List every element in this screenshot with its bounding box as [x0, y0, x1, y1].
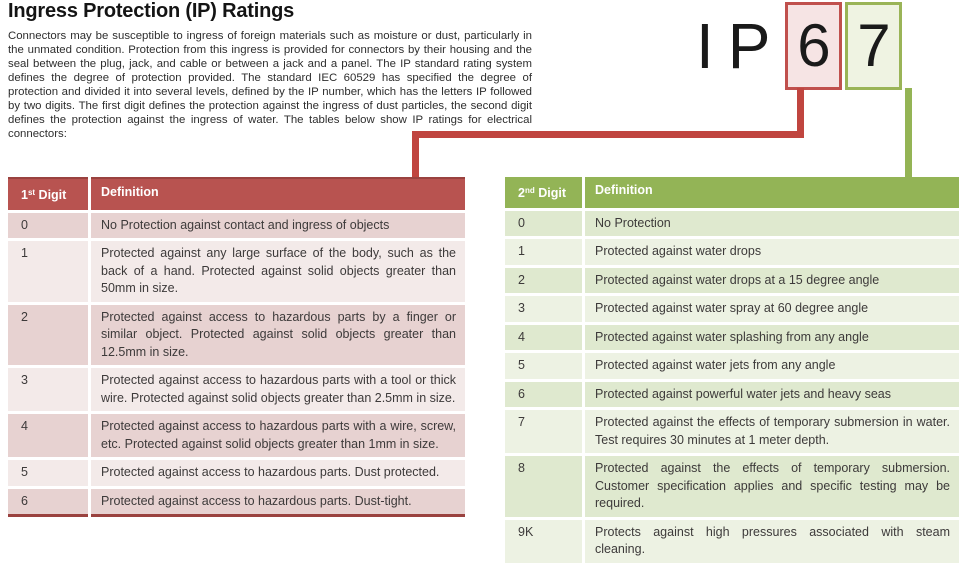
definition-cell: No Protection: [585, 210, 959, 236]
definition-cell: Protected against access to hazardous pa…: [91, 488, 465, 517]
table-header-row: 1st Digit Definition: [8, 177, 465, 210]
table-row: 0 No Protection against contact and ingr…: [8, 212, 465, 238]
table-header-row: 2nd Digit Definition: [505, 177, 959, 208]
digit-cell: 6: [8, 488, 88, 517]
table-row: 6 Protected against powerful water jets …: [505, 381, 959, 407]
ip-letter-i: I: [696, 10, 714, 82]
digit-cell: 2: [505, 267, 582, 293]
table-row: 0 No Protection: [505, 210, 959, 236]
definition-cell: Protected against the effects of tempora…: [585, 410, 959, 453]
first-digit-connector-segment-down: [797, 88, 804, 138]
first-digit-connector-segment-to-table: [412, 131, 419, 177]
digit-cell: 0: [8, 212, 88, 238]
digit-cell: 3: [505, 296, 582, 322]
digit-cell: 3: [8, 368, 88, 411]
ip-code-graphic: I P 6 7: [696, 2, 903, 90]
definition-column-header: Definition: [91, 177, 465, 210]
digit-cell: 9K: [505, 519, 582, 563]
definition-cell: Protected against water spray at 60 degr…: [585, 296, 959, 322]
definition-cell: Protected against access to hazardous pa…: [91, 368, 465, 411]
first-digit-value: 6: [797, 12, 831, 79]
table-row: 1 Protected against any large surface of…: [8, 241, 465, 302]
table-row: 2 Protected against water drops at a 15 …: [505, 267, 959, 293]
digit-cell: 8: [505, 456, 582, 517]
first-digit-table: 1st Digit Definition 0 No Protection aga…: [5, 174, 468, 520]
definition-cell: Protects against high pressures associat…: [585, 519, 959, 563]
definition-cell: Protected against access to hazardous pa…: [91, 460, 465, 486]
first-digit-box: 6: [785, 2, 843, 90]
definition-cell: No Protection against contact and ingres…: [91, 212, 465, 238]
intro-paragraph: Connectors may be susceptible to ingress…: [8, 30, 532, 140]
digit-cell: 4: [8, 414, 88, 457]
table-row: 3 Protected against access to hazardous …: [8, 368, 465, 411]
table-row: 7 Protected against the effects of tempo…: [505, 410, 959, 453]
digit-cell: 1: [505, 239, 582, 265]
ip-letter-p: P: [727, 10, 771, 82]
table-row: 8 Protected against the effects of tempo…: [505, 456, 959, 517]
definition-cell: Protected against water splashing from a…: [585, 324, 959, 350]
definition-cell: Protected against water drops at a 15 de…: [585, 267, 959, 293]
digit-cell: 6: [505, 381, 582, 407]
definition-cell: Protected against access to hazardous pa…: [91, 414, 465, 457]
digit-cell: 5: [8, 460, 88, 486]
digit-cell: 1: [8, 241, 88, 302]
table-row: 4 Protected against access to hazardous …: [8, 414, 465, 457]
definition-cell: Protected against access to hazardous pa…: [91, 304, 465, 365]
definition-column-header: Definition: [585, 177, 959, 208]
first-digit-table-body: 0 No Protection against contact and ingr…: [8, 212, 465, 517]
definition-cell: Protected against water drops: [585, 239, 959, 265]
ordinal-superscript: st: [27, 188, 36, 197]
definition-cell: Protected against any large surface of t…: [91, 241, 465, 302]
second-digit-table: 2nd Digit Definition 0 No Protection 1 P…: [502, 174, 962, 566]
page-title: Ingress Protection (IP) Ratings: [8, 0, 295, 22]
table-row: 3 Protected against water spray at 60 de…: [505, 296, 959, 322]
digit-cell: 7: [505, 410, 582, 453]
digit-column-header: 2nd Digit: [505, 177, 582, 208]
table-row: 4 Protected against water splashing from…: [505, 324, 959, 350]
table-row: 9K Protects against high pressures assoc…: [505, 519, 959, 563]
table-row: 6 Protected against access to hazardous …: [8, 488, 465, 517]
second-digit-table-body: 0 No Protection 1 Protected against wate…: [505, 210, 959, 563]
definition-cell: Protected against powerful water jets an…: [585, 381, 959, 407]
digit-cell: 2: [8, 304, 88, 365]
first-digit-table-header: 1st Digit Definition: [8, 177, 465, 210]
digit-cell: 5: [505, 353, 582, 379]
second-digit-table-header: 2nd Digit Definition: [505, 177, 959, 208]
definition-cell: Protected against the effects of tempora…: [585, 456, 959, 517]
table-row: 1 Protected against water drops: [505, 239, 959, 265]
digit-cell: 4: [505, 324, 582, 350]
second-digit-box: 7: [845, 2, 903, 90]
digit-column-header: 1st Digit: [8, 177, 88, 210]
ordinal-superscript: nd: [524, 186, 535, 195]
first-digit-connector-segment-across: [412, 131, 804, 138]
second-digit-value: 7: [857, 12, 891, 79]
table-row: 5 Protected against access to hazardous …: [8, 460, 465, 486]
second-digit-connector-line: [905, 88, 912, 177]
digit-cell: 0: [505, 210, 582, 236]
table-row: 5 Protected against water jets from any …: [505, 353, 959, 379]
definition-cell: Protected against water jets from any an…: [585, 353, 959, 379]
table-row: 2 Protected against access to hazardous …: [8, 304, 465, 365]
